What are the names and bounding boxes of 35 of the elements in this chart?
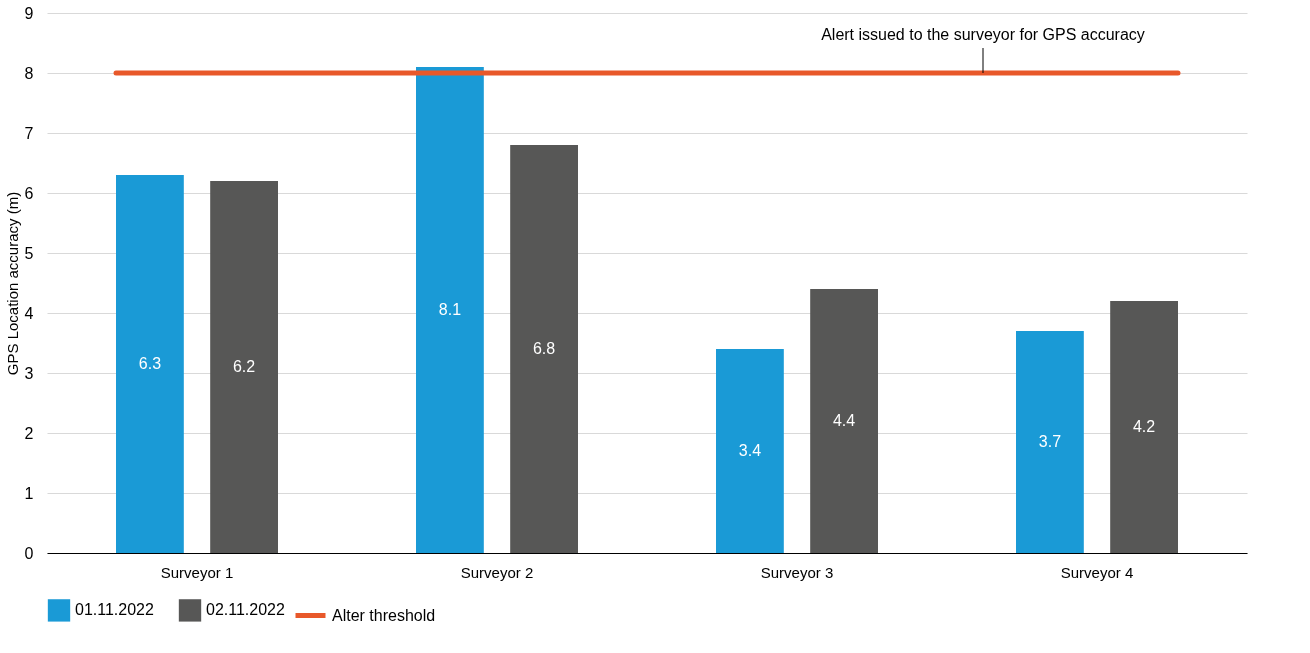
x-tick-label: Surveyor 3 — [760, 563, 834, 581]
data-label: 8.1 — [438, 301, 462, 318]
legend-label: 01.11.2022 — [75, 601, 154, 619]
y-tick-label: 4 — [24, 304, 34, 322]
data-label: 6.8 — [532, 340, 556, 357]
data-label: 4.4 — [832, 412, 856, 429]
y-tick-label: 0 — [24, 544, 34, 562]
y-tick-label: 7 — [24, 124, 34, 142]
y-tick-label: 5 — [24, 244, 34, 262]
y-tick-label: 6 — [24, 184, 34, 202]
bar — [210, 181, 278, 553]
y-tick-label: 8 — [24, 64, 34, 82]
legend-label: 02.11.2022 — [206, 601, 285, 619]
y-axis-title: GPS Location accuracy (m) — [3, 191, 21, 376]
x-tick-label: Surveyor 1 — [160, 563, 234, 581]
bar — [716, 349, 784, 553]
bar — [1016, 331, 1084, 553]
x-tick-label: Surveyor 2 — [460, 563, 534, 581]
bar — [416, 67, 484, 553]
data-label: 4.2 — [1132, 418, 1156, 435]
data-label: 6.2 — [232, 358, 256, 375]
legend-label: Alter threshold — [332, 606, 436, 624]
y-tick-label: 2 — [24, 424, 34, 442]
y-tick-label: 1 — [24, 484, 34, 502]
bar — [510, 145, 578, 553]
bar — [1110, 301, 1178, 553]
bar — [810, 289, 878, 553]
x-tick-label: Surveyor 4 — [1060, 563, 1134, 581]
annotation: Alert issued to the surveyor for GPS accuracy — [821, 26, 1145, 43]
bar — [116, 175, 184, 553]
data-label: 3.4 — [738, 442, 762, 459]
y-tick-label: 3 — [24, 364, 34, 382]
data-label: 3.7 — [1038, 433, 1062, 450]
data-label: 6.3 — [138, 355, 162, 372]
y-tick-label: 9 — [24, 4, 34, 22]
